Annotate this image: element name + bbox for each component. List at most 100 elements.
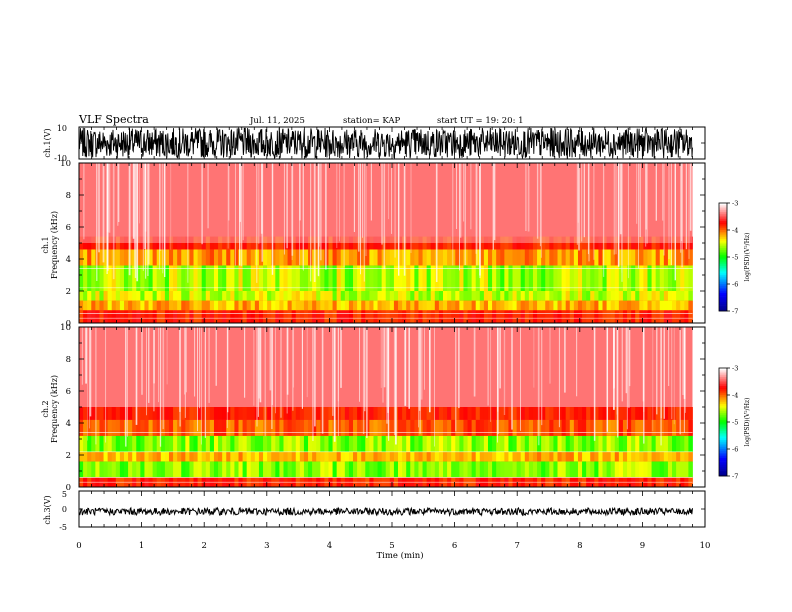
spectrogram-cell [348, 451, 354, 462]
spectrogram-cell [123, 291, 129, 301]
spectrogram-cell [402, 419, 407, 436]
spectrogram-cell [492, 419, 497, 436]
spectrogram-cell [173, 265, 178, 291]
spectrogram-cell [87, 300, 92, 311]
spectrogram-cell [569, 236, 575, 250]
spectrogram-cell [254, 300, 260, 311]
spectrogram-cell [218, 451, 223, 462]
spectrogram-cell [430, 291, 436, 301]
colorbar-tick-label-4: -7 [732, 308, 738, 316]
spectrogram-cell [344, 300, 350, 311]
spectrogram-cell [103, 265, 109, 291]
colorbar-tick-label-0: -3 [732, 365, 738, 373]
spectrogram-cell [467, 435, 473, 452]
spectrogram-cell [87, 249, 92, 266]
spectrogram-cell [520, 435, 526, 452]
spectrogram-cell [218, 461, 223, 478]
spectrogram-cell [594, 300, 599, 311]
spectrogram-cell [389, 300, 395, 311]
spectrogram-cell [647, 451, 652, 462]
colorbar-cell [719, 242, 727, 245]
spectrogram-cell [528, 407, 534, 420]
spectrogram-cell [164, 419, 170, 436]
spectrogram-cell [258, 300, 264, 311]
spectrogram-cell [680, 236, 685, 250]
spectrogram-cell [267, 419, 272, 436]
spectrogram-cell [467, 291, 473, 301]
spectrogram-cell [402, 451, 407, 462]
spectrogram-cell [516, 407, 522, 420]
spectrogram-cell [213, 419, 219, 436]
spectrogram-cell [414, 419, 419, 436]
spectrogram-cell [205, 419, 211, 436]
spectrogram-cell [332, 461, 338, 478]
frequency-tick-label-1: 2 [66, 287, 71, 297]
spectrogram-cell [119, 310, 125, 323]
spectrogram-cell [438, 265, 444, 291]
spectrogram-cell [663, 419, 669, 436]
spectrogram-cell [627, 291, 632, 301]
spectrogram-cell [602, 291, 607, 301]
spectrogram-cell [140, 461, 145, 478]
spectrogram-cell [631, 451, 636, 462]
spectrogram-cell [688, 236, 693, 250]
spectrogram-cell [676, 265, 681, 291]
spectrogram-cell [381, 435, 387, 452]
spectrogram-cell [524, 236, 530, 250]
spectrogram-cell [320, 265, 325, 291]
spectrogram-cell [680, 451, 685, 462]
spectrogram-cell [622, 407, 628, 420]
figure-title: VLF Spectra [78, 113, 149, 126]
spectrogram-cell [230, 265, 235, 291]
spectrogram-cell [193, 300, 199, 311]
colorbar-cell [719, 411, 727, 414]
spectrogram-cell [635, 310, 640, 323]
ch3-waveform-frame [78, 490, 706, 528]
spectrogram-cell [348, 461, 354, 478]
spectrogram-cell [635, 249, 640, 266]
colorbar-cell [719, 266, 727, 269]
spectrogram-cell [422, 419, 428, 436]
spectrogram-cell [115, 435, 121, 452]
spectrogram-cell [516, 310, 522, 323]
spectrogram-cell [594, 435, 599, 452]
spectrogram-cell [128, 300, 133, 311]
spectrogram-cell [651, 461, 657, 478]
spectrogram-cell [402, 435, 407, 452]
spectrogram-cell [651, 265, 657, 291]
spectrogram-cell [475, 249, 481, 266]
spectrogram-cell [577, 300, 583, 311]
spectrogram-cell [144, 451, 149, 462]
spectrogram-cell [590, 461, 595, 478]
colorbar-cell [719, 407, 727, 410]
colorbar-label: log(PSD)(V²/Hz) [744, 233, 751, 282]
spectrogram-cell [246, 310, 252, 323]
colorbar-cell [719, 235, 727, 238]
spectrogram-cell [222, 236, 227, 250]
spectrogram-cell [418, 310, 423, 323]
spectrogram-cell [361, 310, 366, 323]
ch2-spectrogram-ylabel-channel: ch.2 [41, 400, 50, 417]
spectrogram-cell [393, 461, 399, 478]
spectrogram-cell [434, 300, 440, 311]
spectrogram-cell [226, 291, 231, 301]
spectrogram-cell [557, 236, 562, 250]
spectrogram-cell [283, 407, 288, 420]
spectrogram-cell [512, 451, 518, 462]
spectrogram-cell [234, 407, 239, 420]
spectrogram-cell [218, 310, 223, 323]
ch1-waveform-panel: 10 -10 ch.1(V) [43, 124, 706, 163]
colorbar-cell [719, 395, 727, 398]
time-tick-label-7: 7 [514, 541, 519, 551]
colorbar-cell [719, 467, 727, 470]
spectrogram-cell [238, 451, 243, 462]
spectrogram-cell [213, 236, 219, 250]
spectrogram-cell [398, 310, 403, 323]
spectrogram-cell [463, 265, 468, 291]
spectrogram-cell [688, 407, 693, 420]
spectrogram-cell [152, 451, 158, 462]
spectrogram-cell [577, 265, 583, 291]
spectrogram-cell [483, 265, 489, 291]
spectrogram-cell [479, 407, 485, 420]
spectrogram-cell [451, 236, 456, 250]
